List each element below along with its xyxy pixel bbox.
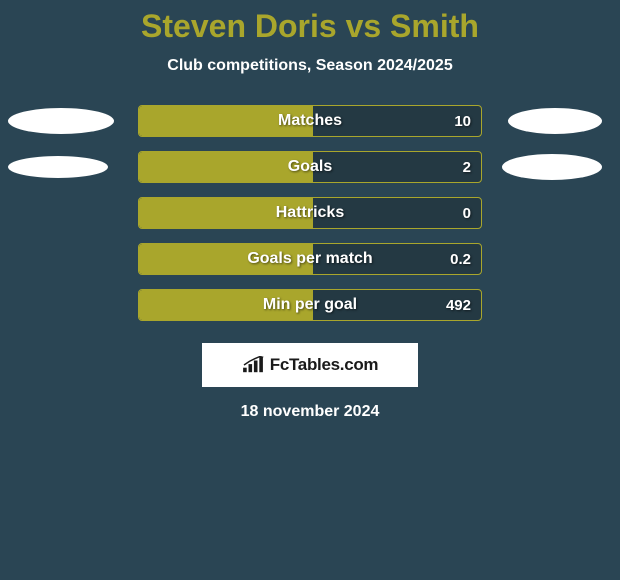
stat-row: Goals per match0.2 [0, 243, 620, 275]
stat-bar: Goals2 [138, 151, 482, 183]
page-title: Steven Doris vs Smith [0, 8, 620, 45]
logo-box[interactable]: FcTables.com [202, 343, 418, 387]
stats-card: Steven Doris vs Smith Club competitions,… [0, 0, 620, 421]
stat-bar: Goals per match0.2 [138, 243, 482, 275]
stat-bar: Hattricks0 [138, 197, 482, 229]
stat-value: 10 [454, 106, 471, 136]
date-text: 18 november 2024 [0, 403, 620, 421]
stat-value: 2 [463, 152, 471, 182]
stat-row: Goals2 [0, 151, 620, 183]
stat-label: Min per goal [139, 290, 481, 320]
player-right-ellipse [502, 154, 602, 180]
bars-chart-icon [242, 356, 264, 374]
stat-value: 492 [446, 290, 471, 320]
logo-text: FcTables.com [270, 355, 379, 375]
stat-label: Matches [139, 106, 481, 136]
stat-label: Hattricks [139, 198, 481, 228]
stat-label: Goals per match [139, 244, 481, 274]
stat-rows: Matches10 Goals2 Hattricks0 Goals per match… [0, 105, 620, 321]
player-right-ellipse [508, 108, 602, 134]
stat-row: Min per goal492 [0, 289, 620, 321]
stat-label: Goals [139, 152, 481, 182]
stat-bar: Matches10 [138, 105, 482, 137]
stat-row: Hattricks0 [0, 197, 620, 229]
subtitle: Club competitions, Season 2024/2025 [0, 57, 620, 75]
stat-value: 0 [463, 198, 471, 228]
stat-row: Matches10 [0, 105, 620, 137]
stat-value: 0.2 [450, 244, 471, 274]
player-left-ellipse [8, 156, 108, 178]
stat-bar: Min per goal492 [138, 289, 482, 321]
player-left-ellipse [8, 108, 114, 134]
